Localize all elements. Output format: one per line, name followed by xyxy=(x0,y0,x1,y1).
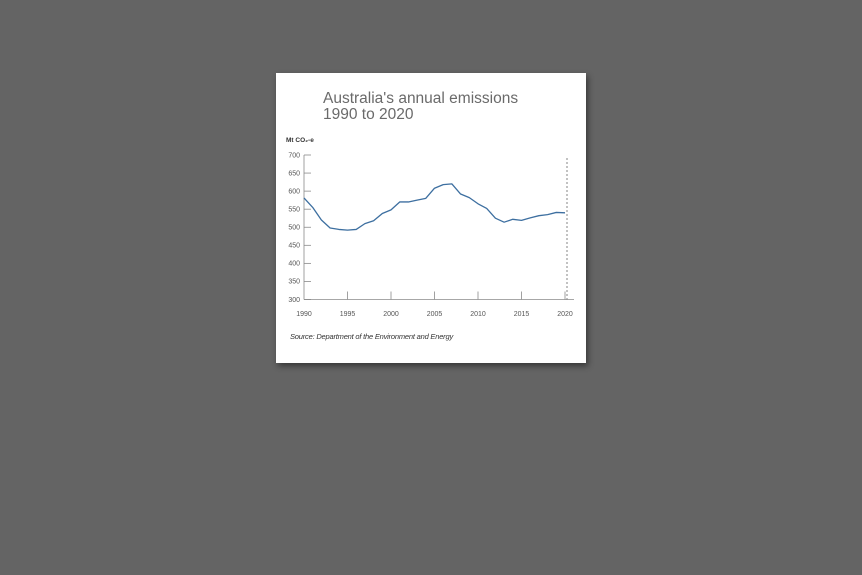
x-tick-label: 2020 xyxy=(557,311,573,318)
y-tick-label: 400 xyxy=(288,261,300,268)
x-tick-label: 1990 xyxy=(296,311,312,318)
y-tick-label: 700 xyxy=(288,152,300,159)
y-tick-label: 550 xyxy=(288,206,300,213)
axes xyxy=(303,155,574,300)
y-tick-label: 650 xyxy=(288,170,300,177)
chart-subtitle: 1990 to 2020 xyxy=(323,106,414,123)
emissions-series-line xyxy=(303,183,566,231)
x-tick-label: 2005 xyxy=(427,311,443,318)
y-axis-label: Mt CO₂-e xyxy=(286,137,314,144)
x-tick-label: 1995 xyxy=(340,311,356,318)
y-tick-label: 350 xyxy=(288,279,300,286)
chart-title: Australia's annual emissions xyxy=(323,90,519,107)
series-group xyxy=(303,183,566,231)
y-tick-label: 500 xyxy=(288,225,300,232)
source-note: Source: Department of the Environment an… xyxy=(290,332,453,341)
emissions-line-chart: Mt CO₂-e 300 350 400 450 500 550 600 650 700 1990… xyxy=(286,137,574,318)
x-tick-label: 2010 xyxy=(470,311,486,318)
ticks: 300 350 400 450 500 550 600 650 700 1990 1995 2000 2… xyxy=(288,152,573,318)
y-tick-label: 600 xyxy=(288,188,300,195)
x-tick-label: 2000 xyxy=(383,311,399,318)
chart-title-block: Australia's annual emissions 1990 to 202… xyxy=(323,91,518,123)
x-tick-label: 2015 xyxy=(514,311,530,318)
y-tick-label: 450 xyxy=(288,243,300,250)
chart-card: Australia's annual emissions 1990 to 202… xyxy=(276,73,586,363)
y-tick-label: 300 xyxy=(288,297,300,304)
